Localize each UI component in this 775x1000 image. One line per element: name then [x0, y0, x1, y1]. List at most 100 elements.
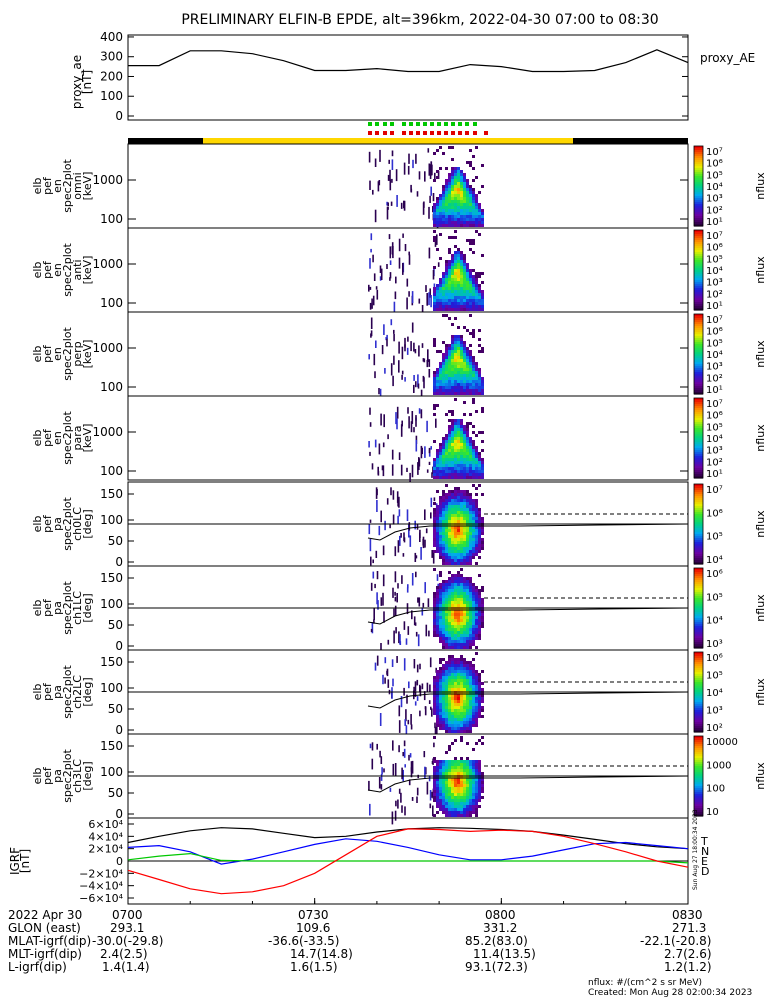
red-quality-markers — [368, 131, 488, 135]
speckle — [403, 621, 406, 630]
row-mlt-v2: 11.4(13.5) — [473, 947, 536, 961]
spectrogram-cell — [448, 799, 451, 802]
spectrogram-cell — [475, 715, 478, 718]
row-mlat-v2: 85.2(83.0) — [465, 934, 528, 948]
spectrogram-cell — [469, 670, 472, 673]
spectrogram-cell — [466, 580, 469, 583]
spectrogram-cell — [481, 526, 484, 529]
spectrogram-cell — [445, 661, 448, 664]
spectrogram-cell — [439, 308, 442, 311]
spectrogram-cell — [457, 185, 460, 188]
spectrogram-cell — [478, 538, 481, 541]
spectrogram-cell — [439, 583, 442, 586]
colorbar-cell — [694, 694, 703, 697]
spectrogram-cell — [469, 646, 472, 649]
colorbar-cell — [694, 430, 703, 433]
spectrogram-cell — [445, 461, 448, 464]
colorbar-cell — [694, 170, 703, 173]
spectrogram-cell — [451, 209, 454, 212]
spectrogram-cell — [445, 763, 448, 766]
proxy-ae-tick-label: 0 — [115, 109, 123, 123]
spectrogram-cell — [445, 538, 448, 541]
spectrogram-cell — [448, 676, 451, 679]
speckle — [398, 720, 401, 733]
spectrogram-cell — [451, 778, 454, 781]
spectrogram-cell — [469, 532, 472, 535]
panel-ylabel-line: ch2LC — [71, 675, 84, 709]
colorbar-cell — [694, 286, 703, 289]
spectrogram-cell — [463, 547, 466, 550]
spectrogram-cell — [472, 634, 475, 637]
spectrogram-cell — [457, 296, 460, 299]
panel-ylabel-line: ch1LC — [71, 591, 84, 625]
spectrogram-cell — [448, 221, 451, 224]
spectrogram-cell — [448, 637, 451, 640]
spectrogram-cell — [451, 694, 454, 697]
colorbar-cell — [694, 722, 703, 725]
colorbar-cell — [694, 166, 703, 169]
spectrogram-cell — [457, 796, 460, 799]
spectrogram-cell — [451, 179, 454, 182]
speckle — [394, 605, 397, 616]
spectrogram-cell — [466, 380, 469, 383]
spectrogram-cell — [472, 613, 475, 616]
spectrogram-cell — [445, 622, 448, 625]
speckle — [416, 679, 419, 686]
speckle — [414, 520, 416, 530]
spectrogram-cell — [451, 580, 454, 583]
spectrogram-cell — [451, 538, 454, 541]
spectrogram-cell — [481, 407, 484, 410]
colorbar-cell — [694, 362, 703, 365]
colorbar-cell — [694, 368, 703, 371]
spectrogram-cell — [460, 538, 463, 541]
spectrogram-cell — [478, 484, 481, 487]
spectrogram-cell — [448, 425, 451, 428]
proxy-ae-ylabel-text: proxy_ae[nT] — [70, 55, 94, 109]
spectrogram-cell — [433, 526, 436, 529]
spectrogram-cell — [448, 766, 451, 769]
speckle — [426, 469, 429, 473]
spectrogram-cell — [448, 434, 451, 437]
spectrogram-cell — [448, 419, 451, 422]
colorbar-cell — [694, 304, 703, 307]
spectrogram-cell — [433, 514, 436, 517]
spectrogram-cell — [439, 682, 442, 685]
spectrogram-cell — [460, 493, 463, 496]
colorbar-cell — [694, 404, 703, 407]
spectrogram-cell — [460, 622, 463, 625]
spectrogram-cell — [472, 359, 475, 362]
spectrogram-cell — [478, 191, 481, 194]
spectrogram-cell — [463, 763, 466, 766]
spectrogram-cell — [460, 470, 463, 473]
spectrogram-cell — [457, 538, 460, 541]
spectrogram-cell — [463, 260, 466, 263]
spectrogram-cell — [445, 721, 448, 724]
spectrogram-cell — [448, 383, 451, 386]
spectrogram-cell — [451, 712, 454, 715]
colorbar-cell — [694, 496, 703, 499]
spectrogram-cell — [481, 308, 484, 311]
spectrogram-cell — [448, 263, 451, 266]
spectrogram-cell — [457, 254, 460, 257]
proxy-ae-tick-label: 300 — [100, 50, 123, 64]
speckle — [434, 172, 436, 182]
spectrogram-cell — [436, 604, 439, 607]
spectrogram-cell — [439, 389, 442, 392]
spectrogram-cell — [472, 781, 475, 784]
speckle — [408, 416, 410, 429]
spectrogram-cell — [460, 784, 463, 787]
spectrogram-cell — [451, 781, 454, 784]
spectrogram-cell — [454, 467, 457, 470]
spectrogram-cell — [442, 281, 445, 284]
spectrogram-cell — [451, 188, 454, 191]
spectrogram-cell — [463, 673, 466, 676]
spectrogram-cell — [439, 452, 442, 455]
spectrogram-cell — [469, 467, 472, 470]
speckle — [408, 779, 411, 786]
spectrogram-cell — [481, 440, 484, 443]
spectrogram-cell — [463, 538, 466, 541]
spectrogram-cell — [439, 631, 442, 634]
spectrogram-cell — [466, 661, 469, 664]
spectrogram-cell — [478, 682, 481, 685]
